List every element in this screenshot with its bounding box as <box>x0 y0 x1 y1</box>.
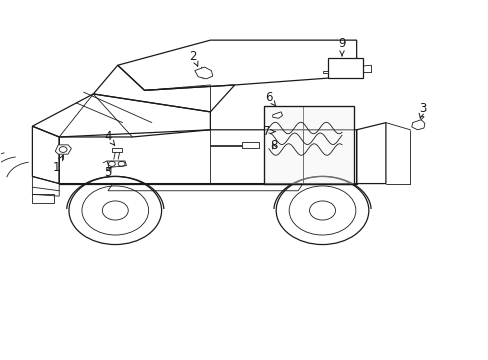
Circle shape <box>309 201 335 220</box>
Polygon shape <box>55 145 71 154</box>
Polygon shape <box>411 120 424 130</box>
Text: 1: 1 <box>53 156 62 174</box>
Bar <box>328 58 363 78</box>
Polygon shape <box>323 71 328 73</box>
Bar <box>264 107 353 184</box>
Text: 8: 8 <box>269 139 277 152</box>
Polygon shape <box>194 67 212 79</box>
Circle shape <box>102 201 128 220</box>
Text: 6: 6 <box>264 91 275 106</box>
Polygon shape <box>272 112 282 118</box>
Polygon shape <box>112 148 122 152</box>
Bar <box>264 107 353 184</box>
Text: 3: 3 <box>418 102 426 118</box>
Polygon shape <box>107 161 126 167</box>
Text: 5: 5 <box>104 166 111 179</box>
Text: 4: 4 <box>104 130 115 145</box>
Text: 9: 9 <box>338 37 345 56</box>
Text: 2: 2 <box>189 50 198 66</box>
Polygon shape <box>242 142 259 148</box>
Text: 7: 7 <box>262 125 275 138</box>
